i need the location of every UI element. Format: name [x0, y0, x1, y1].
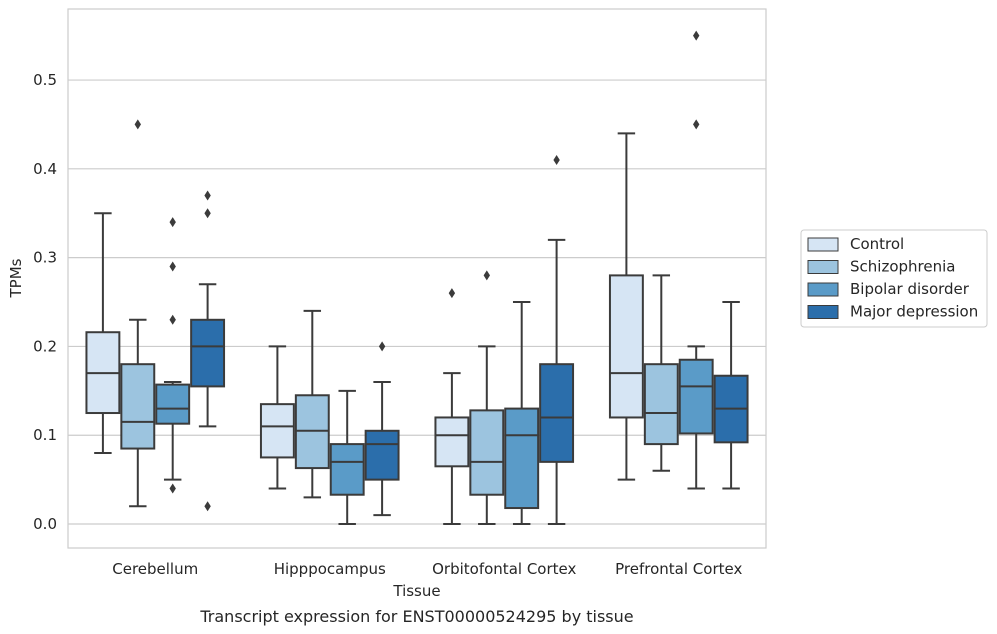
box-0-3 [190, 190, 226, 512]
box-body [434, 416, 470, 468]
legend: Control Schizophrenia Bipolar disorder Majo… [800, 229, 988, 328]
legend-label: Schizophrenia [850, 258, 955, 276]
outlier-point [204, 208, 211, 219]
box-series [85, 30, 749, 526]
outlier-point [693, 119, 700, 130]
y-axis-label: TPMs [7, 258, 25, 298]
box-body [120, 363, 156, 450]
box-3-2 [678, 30, 714, 490]
x-tick-label: Orbitofontal Cortex [432, 560, 576, 578]
box-body [190, 318, 226, 388]
legend-swatch [807, 282, 839, 297]
box-body [469, 409, 505, 496]
grid-lines [68, 79, 766, 525]
plot-background [68, 9, 766, 548]
outlier-point [553, 154, 560, 165]
box-1-2 [329, 389, 365, 526]
outlier-point [378, 341, 386, 352]
legend-label: Bipolar disorder [850, 280, 970, 298]
box-1-3 [364, 341, 400, 517]
legend-label: Control [850, 235, 904, 253]
outlier-point [693, 30, 700, 41]
legend-swatch [807, 260, 839, 274]
y-tick-label: 0.4 [33, 160, 57, 178]
y-axis-ticks: 0.0 0.1 0.2 0.3 0.4 0.5 [33, 71, 57, 533]
box-body [259, 403, 295, 459]
box-0-2 [155, 217, 191, 494]
legend-label: Major depression [850, 303, 978, 321]
outlier-point [169, 483, 176, 494]
legend-swatch [807, 305, 839, 319]
outlier-point [204, 501, 211, 512]
x-axis-ticks: Cerebellum Hipppocampus Orbitofontal Corte… [112, 560, 742, 578]
box-0-1 [120, 119, 156, 508]
outlier-point [204, 190, 211, 201]
box-3-1 [643, 274, 679, 472]
outlier-point [169, 261, 176, 272]
box-body [643, 363, 679, 446]
legend-frame [800, 229, 988, 328]
box-body [504, 407, 540, 510]
y-tick-label: 0.0 [33, 515, 57, 533]
box-3-3 [713, 301, 749, 490]
box-2-2 [504, 301, 540, 526]
plot-frame [67, 8, 767, 549]
outlier-point [169, 217, 176, 228]
box-body [539, 363, 575, 463]
x-tick-label: Prefrontal Cortex [615, 560, 742, 578]
box-body [155, 383, 191, 425]
chart-caption: Transcript expression for ENST0000052429… [199, 607, 633, 626]
box-body [678, 358, 714, 435]
box-body [608, 274, 644, 419]
box-body [364, 429, 400, 481]
outlier-point [483, 270, 490, 281]
box-1-1 [294, 309, 330, 499]
outlier-point [448, 288, 456, 299]
y-tick-label: 0.2 [33, 337, 57, 355]
y-tick-label: 0.1 [33, 426, 57, 444]
y-tick-label: 0.3 [33, 249, 57, 267]
box-3-0 [608, 132, 644, 481]
x-tick-label: Hipppocampus [274, 560, 386, 578]
outlier-point [134, 119, 141, 130]
box-body [329, 443, 365, 496]
x-axis-label: Tissue [392, 582, 440, 600]
y-tick-label: 0.5 [33, 71, 57, 89]
box-2-3 [539, 154, 575, 526]
box-2-0 [434, 288, 470, 526]
x-tick-label: Cerebellum [112, 560, 198, 578]
box-1-0 [259, 345, 295, 490]
legend-swatch [807, 237, 839, 252]
outlier-point [169, 314, 176, 325]
box-2-1 [469, 270, 505, 526]
box-0-0 [85, 212, 121, 454]
